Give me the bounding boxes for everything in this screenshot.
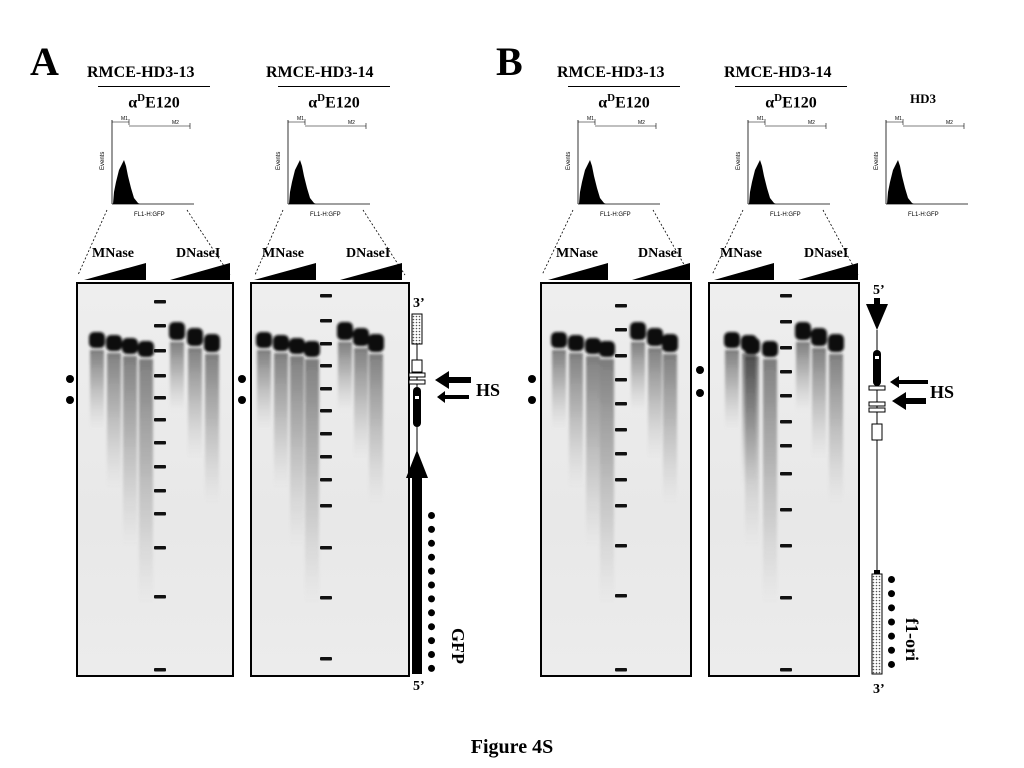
gate-m1-label: M1 [587,116,594,122]
marker-label-a: GFP [448,628,468,664]
events-axis-label: Events [100,152,106,170]
gfp-axis-label: FL1-H:GFP [310,212,341,218]
panel-letter-a: A [30,39,59,84]
dnase-label-a1: DNaseI [176,246,221,261]
events-axis-label: Events [566,152,572,170]
sample-underline-b1 [568,86,680,87]
events-axis-label: Events [276,152,282,170]
gate-m1-label: M1 [121,116,128,122]
hs-dot-b1-1 [528,375,536,383]
events-axis-label: Events [874,152,880,170]
flow-histogram-a1: M1 M2 Events FL1-H:GFP [94,112,196,222]
dnase-label-b1: DNaseI [638,246,683,261]
antibody-label-a2: αDE120 [308,92,360,112]
gate-m2-label: M2 [348,120,355,126]
antibody-label-b1: αDE120 [598,92,650,112]
sample-underline-b2 [735,86,847,87]
gel-b2 [708,282,860,677]
sample-title-a2: RMCE-HD3-14 [266,64,374,81]
gel-a1 [76,282,234,677]
dnase-wedge-a1 [170,263,230,280]
mnase-wedge-b2 [714,263,774,280]
sample-title-a1: RMCE-HD3-13 [87,64,195,81]
sample-title-b2: RMCE-HD3-14 [724,64,832,81]
flow-histogram-b1: M1 M2 Events FL1-H:GFP [560,112,662,222]
hs-arrows-a [435,371,471,403]
hs-label-b: HS [930,382,955,402]
hs-dot-b2-1 [696,366,704,374]
mnase-wedge-a1 [84,263,146,280]
hs-dot-b1-2 [528,396,536,404]
gate-m1-label: M1 [297,116,304,122]
locus-map-b [866,298,888,675]
titration-wedges-b [548,263,858,280]
hs-dot-a2-1 [238,375,246,383]
titration-wedges-a [84,263,402,280]
gate-m2-label: M2 [946,120,953,126]
mnase-label-a2: MNase [262,246,304,261]
mnase-label-b1: MNase [556,246,598,261]
gfp-axis-label: FL1-H:GFP [908,212,939,218]
dnase-wedge-a2 [340,263,402,280]
hs-dot-a2-2 [238,396,246,404]
gate-m2-label: M2 [172,120,179,126]
marker-bar-a [428,512,436,672]
flow-histogram-a2: M1 M2 Events FL1-H:GFP [270,112,372,222]
hs-arrows-b [890,376,928,410]
gate-m1-label: M1 [757,116,764,122]
events-axis-label: Events [736,152,742,170]
dnase-label-a2: DNaseI [346,246,391,261]
sample-underline-a2 [278,86,390,87]
sample-title-b1: RMCE-HD3-13 [557,64,665,81]
map-end-top-a: 3’ [413,296,425,311]
flow-histogram-b2: M1 M2 Events FL1-H:GFP [730,112,832,222]
antibody-label-b2: αDE120 [765,92,817,112]
hs-dot-a1-2 [66,396,74,404]
expansion-lines-b [541,209,859,276]
gfp-axis-label: FL1-H:GFP [600,212,631,218]
hs-dot-b2-2 [696,389,704,397]
marker-label-b: f1-ori [902,618,922,661]
gfp-axis-label: FL1-H:GFP [134,212,165,218]
mnase-label-b2: MNase [720,246,762,261]
hs-dot-a1-1 [66,375,74,383]
gel-a2 [250,282,410,677]
marker-bar-b [888,576,896,668]
dnase-label-b2: DNaseI [804,246,849,261]
flow-histogram-b3: M1 M2 Events FL1-H:GFP [868,112,970,222]
gfp-axis-label: FL1-H:GFP [770,212,801,218]
locus-map-a [406,313,428,674]
sample-title-b3: HD3 [910,91,936,106]
mnase-label-a1: MNase [92,246,134,261]
antibody-label-a1: αDE120 [128,92,180,112]
mnase-wedge-a2 [254,263,316,280]
dnase-wedge-b1 [632,263,690,280]
sample-underline-a1 [98,86,210,87]
figure-caption: Figure 4S [470,736,554,758]
dnase-wedge-b2 [798,263,858,280]
map-end-top-b: 5’ [873,283,885,298]
gate-m2-label: M2 [638,120,645,126]
panel-letter-b: B [496,39,523,84]
gel-b1 [540,282,692,677]
gate-m2-label: M2 [808,120,815,126]
map-end-bottom-b: 3’ [873,682,885,697]
hs-label-a: HS [476,380,501,400]
map-end-bottom-a: 5’ [413,679,425,694]
gate-m1-label: M1 [895,116,902,122]
mnase-wedge-b1 [548,263,608,280]
